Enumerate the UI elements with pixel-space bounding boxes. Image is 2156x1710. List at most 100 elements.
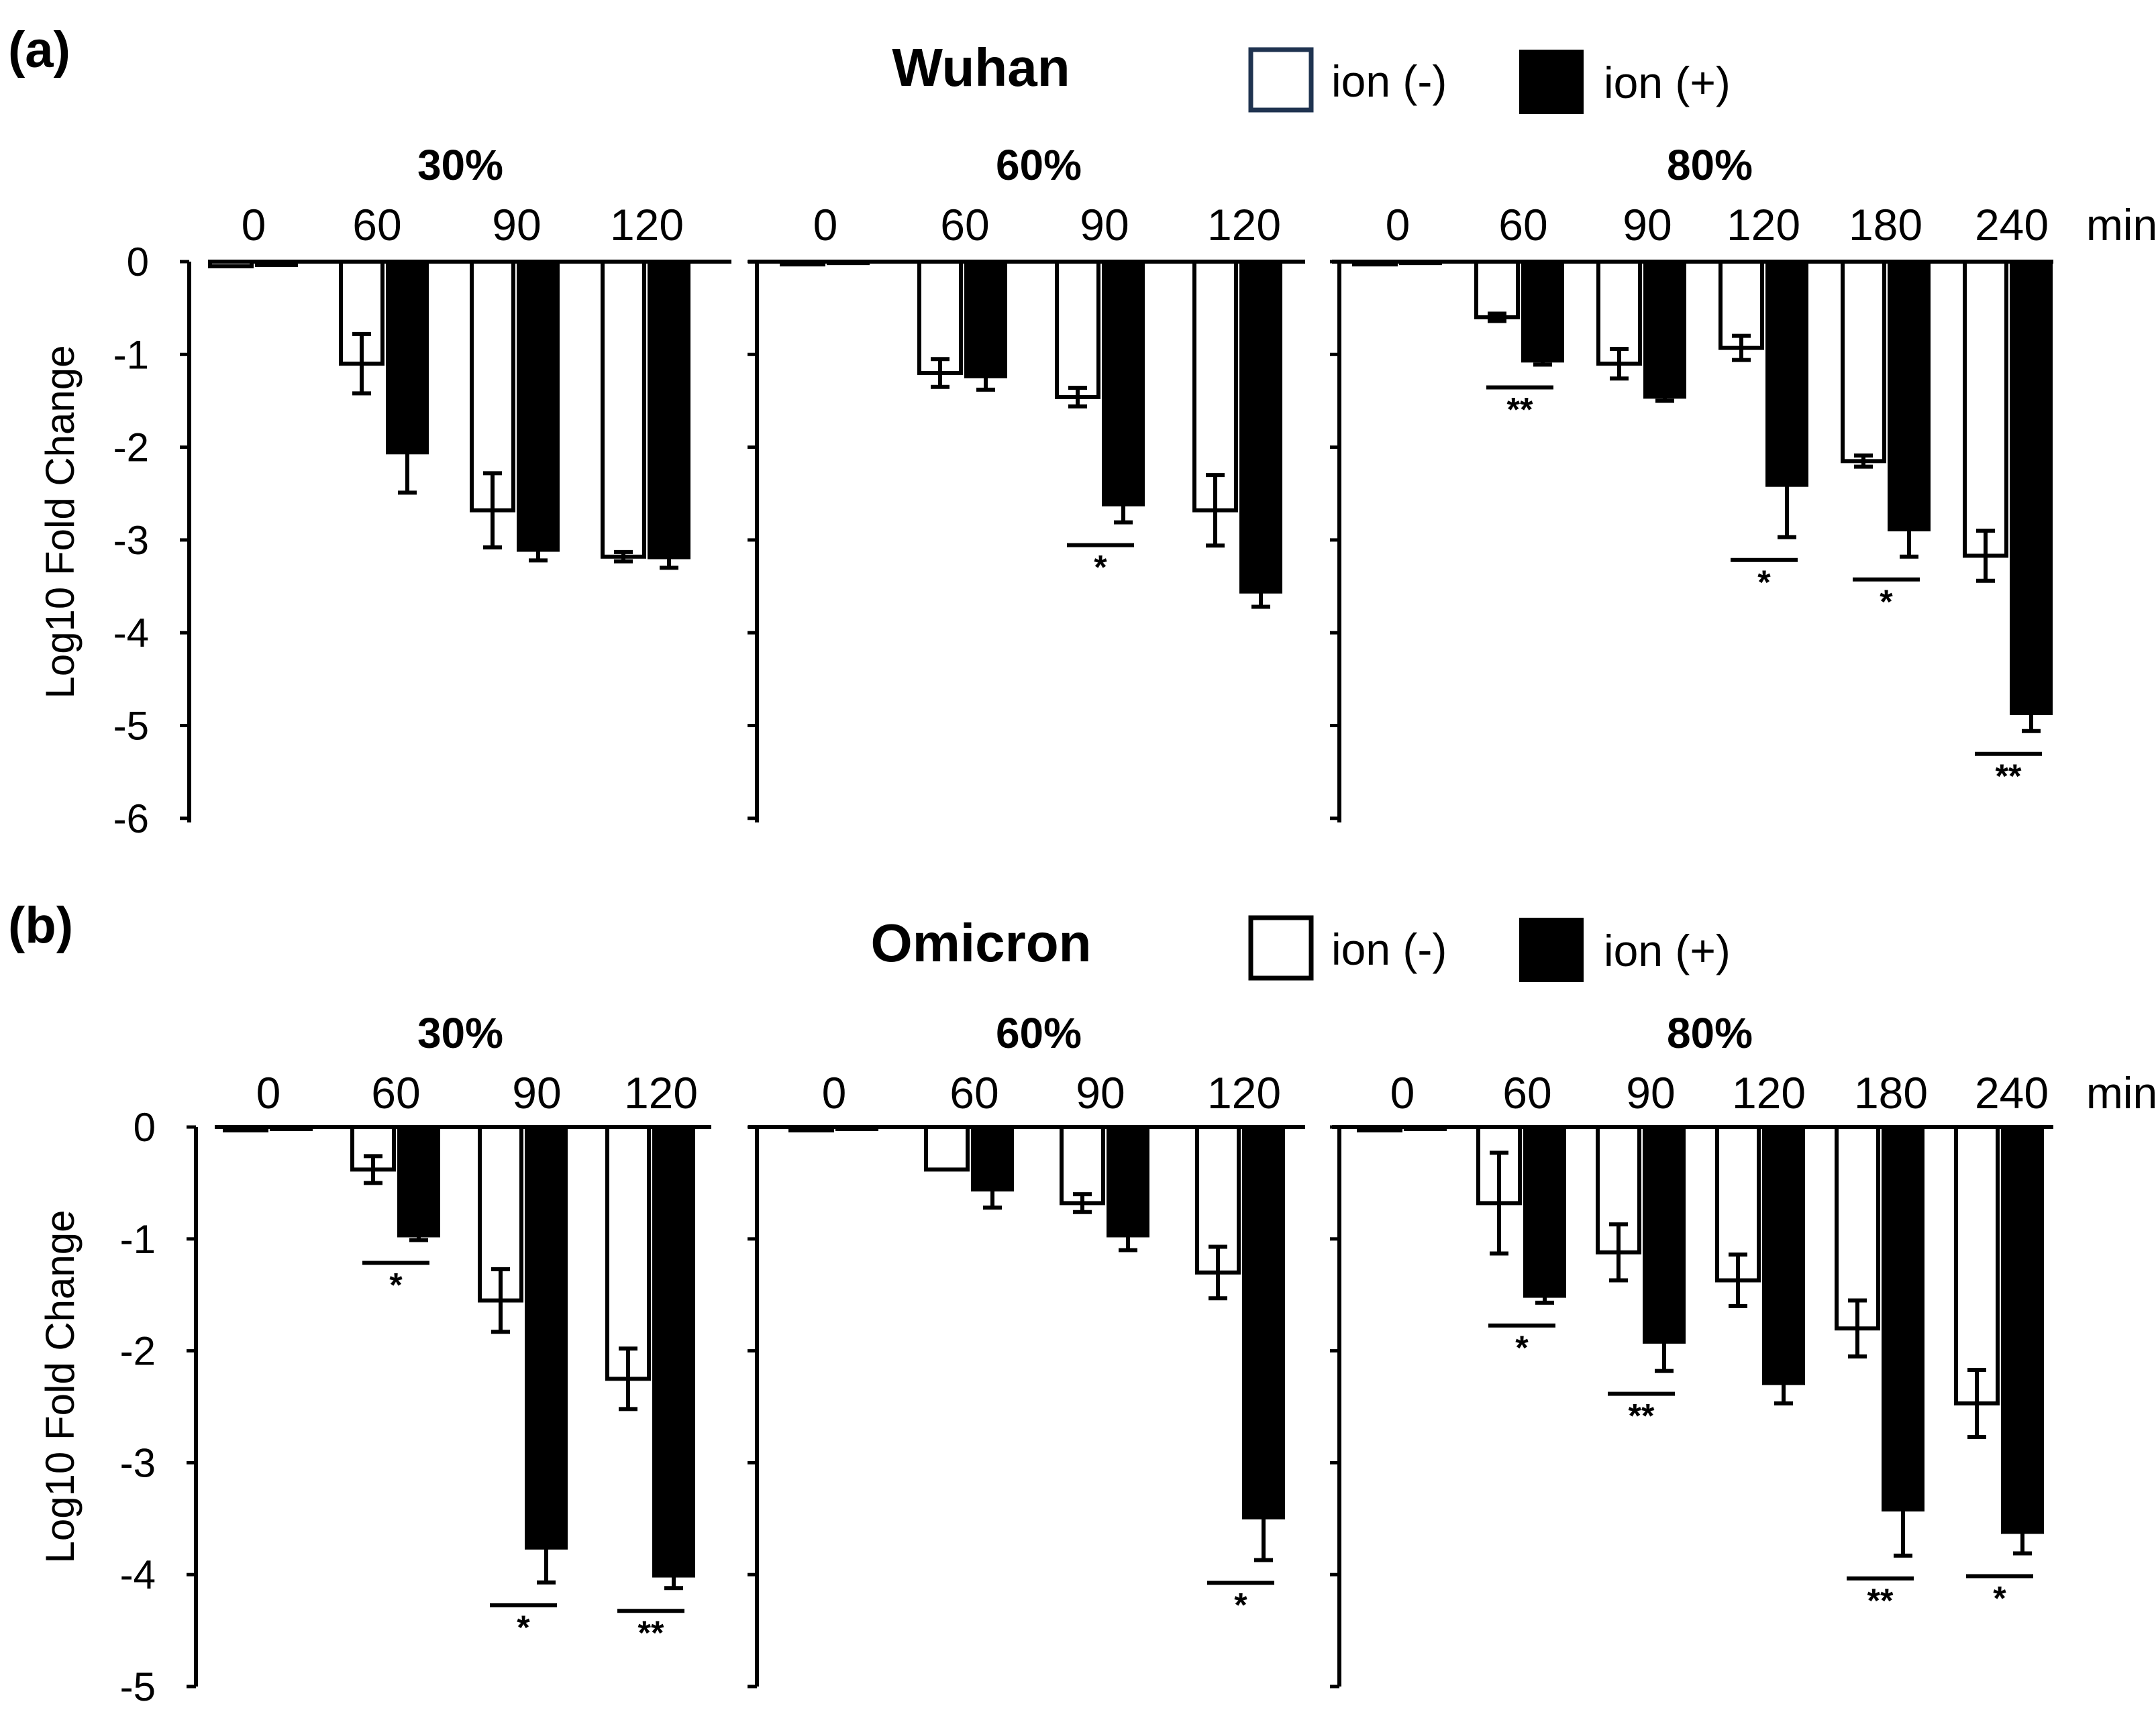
error-bar xyxy=(2022,696,2041,733)
time-tick-label: 60 xyxy=(940,200,989,250)
y-tick-label: -4 xyxy=(120,1552,156,1597)
bar-ion-pos-0min xyxy=(835,1126,878,1132)
y-tick-label: -1 xyxy=(113,332,149,377)
bar-ion-pos-0min xyxy=(1399,261,1442,266)
bar-ion-neg-60min xyxy=(1474,260,1520,319)
humidity-label: 80% xyxy=(1667,1009,1753,1057)
bar-ion-neg-120min xyxy=(601,260,646,559)
significance-marker: ** xyxy=(617,1609,684,1652)
error-bar xyxy=(1119,1221,1137,1252)
significance-marker: ** xyxy=(1486,385,1553,429)
error-bar xyxy=(1533,357,1552,367)
time-tick-label: 0 xyxy=(242,200,266,250)
humidity-label: 60% xyxy=(996,1009,1082,1057)
bar-ion-pos-120min xyxy=(652,1126,695,1578)
y-tick-label: -5 xyxy=(113,704,149,749)
error-bar xyxy=(409,1231,428,1242)
bar-ion-neg-0min xyxy=(1357,1125,1402,1133)
legend-swatch-ion-pos xyxy=(1519,50,1584,114)
humidity-group-30: 30% 0 60 90 120 xyxy=(180,141,731,822)
significance-label: * xyxy=(389,1266,403,1303)
y-tick-label: -5 xyxy=(120,1664,156,1709)
legend-item-ion-neg: ion (-) xyxy=(1248,47,1447,113)
error-bar xyxy=(1854,453,1873,469)
panel-letter: (b) xyxy=(8,897,73,954)
bar-ion-pos-60min xyxy=(397,1126,440,1238)
humidity-group-60: 60% 0 60 90 120 * xyxy=(748,141,1305,822)
humidity-label: 30% xyxy=(417,1009,503,1057)
bar-ion-pos-90min xyxy=(1107,1126,1149,1238)
error-bar xyxy=(1254,1475,1273,1562)
error-bar xyxy=(364,1154,382,1185)
humidity-group-30: 30%0 60 90 120** ** xyxy=(187,1009,711,1689)
time-tick-label: 90 xyxy=(492,200,541,250)
time-tick-label: 120 xyxy=(610,200,684,250)
error-bar xyxy=(2013,1511,2032,1556)
time-tick-label: 90 xyxy=(1626,1068,1675,1118)
time-tick-label: 120 xyxy=(1207,1068,1281,1118)
significance-label: ** xyxy=(1507,391,1533,429)
significance-label: * xyxy=(1094,549,1107,586)
error-bar xyxy=(619,1346,637,1411)
legend-label-ion-neg: ion (-) xyxy=(1331,924,1447,974)
bar-ion-neg-180min xyxy=(1835,1125,1880,1331)
humidity-label: 60% xyxy=(996,141,1082,189)
significance-marker: * xyxy=(1207,1581,1274,1624)
significance-marker: ** xyxy=(1847,1576,1914,1619)
error-bar xyxy=(1778,433,1796,539)
bar-ion-pos-90min xyxy=(1643,261,1686,399)
y-tick-label: 0 xyxy=(127,239,149,284)
time-tick-label: 60 xyxy=(371,1068,420,1118)
time-tick-label: 240 xyxy=(1975,1068,2049,1118)
significance-marker: * xyxy=(1067,543,1134,586)
error-bar xyxy=(1073,1192,1092,1214)
bar-ion-neg-240min xyxy=(1963,260,2008,558)
bar-ion-neg-120min xyxy=(605,1125,651,1381)
bar-ion-neg-180min xyxy=(1841,260,1886,464)
legend-item-ion-pos: ion (+) xyxy=(1519,918,1731,982)
significance-label: ** xyxy=(1629,1397,1655,1435)
time-unit-label: min xyxy=(2086,200,2156,250)
error-bar xyxy=(660,547,678,570)
time-tick-label: 0 xyxy=(1386,200,1410,250)
error-bar xyxy=(1114,486,1133,525)
legend-item-ion-pos: ion (+) xyxy=(1519,50,1731,114)
bar-ion-pos-0min xyxy=(827,261,870,266)
bar-ion-pos-90min xyxy=(517,261,560,552)
significance-label: * xyxy=(1757,564,1771,601)
legend-item-ion-neg: ion (-) xyxy=(1248,915,1447,981)
time-tick-label: 0 xyxy=(822,1068,847,1118)
bar-ion-pos-120min xyxy=(1239,261,1282,594)
error-bar xyxy=(1732,333,1751,362)
significance-marker: * xyxy=(1488,1323,1555,1367)
error-bar xyxy=(1894,1464,1912,1558)
significance-marker: * xyxy=(1966,1574,2033,1617)
bar-ion-neg-90min xyxy=(470,260,515,513)
bar-ion-neg-0min xyxy=(223,1125,268,1133)
error-bar xyxy=(1206,473,1225,548)
bar-ion-pos-240min xyxy=(2010,261,2053,715)
error-bar xyxy=(1488,311,1506,323)
panel-b-omicron: (b) Omicron ion (-) ion (+) 0 -1 -2 -3 -4 -5 Log10… xyxy=(8,897,2156,1709)
y-axis-title: Log10 Fold Change xyxy=(38,345,83,698)
significance-label: * xyxy=(1515,1329,1529,1367)
bar-ion-pos-90min xyxy=(1643,1126,1686,1344)
error-bar xyxy=(1848,1298,1867,1358)
significance-marker: * xyxy=(362,1261,429,1303)
bar-ion-pos-120min xyxy=(1242,1126,1285,1519)
bar-ion-pos-0min xyxy=(270,1126,313,1132)
time-tick-label: 180 xyxy=(1849,200,1922,250)
bar-ion-neg-120min xyxy=(1192,260,1238,513)
error-bar xyxy=(664,1563,683,1591)
error-bar xyxy=(1655,393,1674,403)
time-tick-label: 180 xyxy=(1854,1068,1928,1118)
time-tick-label: 90 xyxy=(512,1068,561,1118)
time-tick-label: 120 xyxy=(1207,200,1281,250)
bar-ion-pos-180min xyxy=(1882,1126,1924,1512)
y-axis-title: Log10 Fold Change xyxy=(38,1210,83,1563)
panel-title: Wuhan xyxy=(892,38,1070,97)
bar-ion-neg-0min xyxy=(788,1125,834,1133)
bar-ion-pos-90min xyxy=(1102,261,1145,506)
